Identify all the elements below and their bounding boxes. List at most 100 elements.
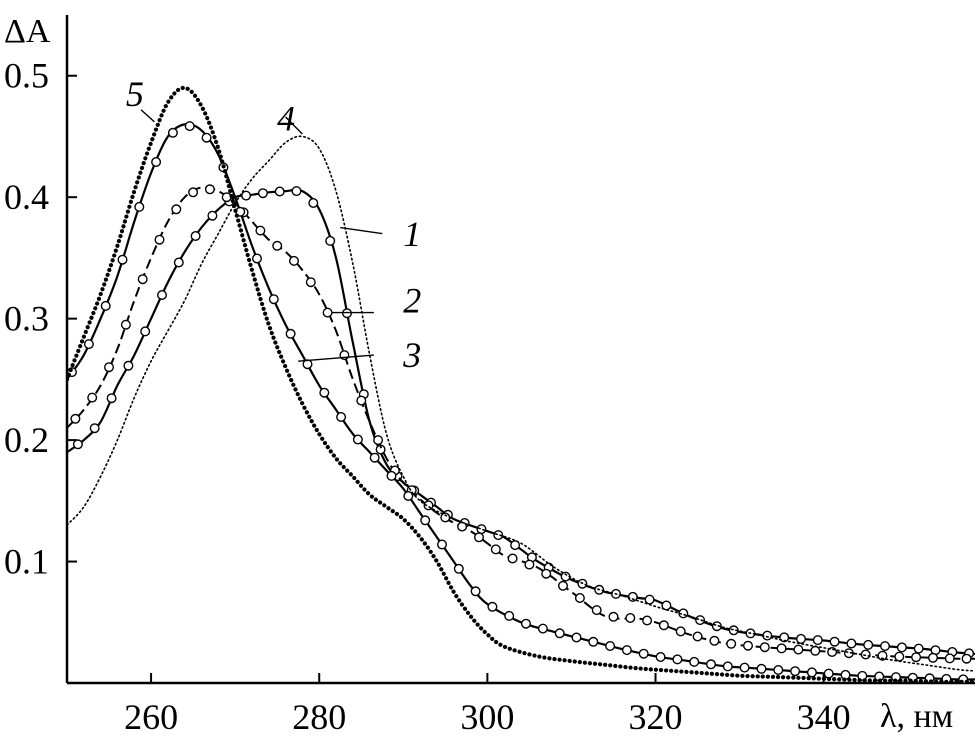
series-1-marker	[274, 186, 285, 197]
x-tick-label: 320	[629, 697, 683, 737]
series-2-marker	[70, 413, 81, 424]
series-2-marker	[894, 651, 905, 662]
series-2-marker	[961, 653, 972, 664]
y-axis-label: ΔA	[4, 13, 51, 50]
series-2-marker	[137, 274, 148, 285]
series-3-marker	[184, 121, 195, 132]
series-3-marker	[487, 601, 498, 612]
series-1-marker	[123, 360, 134, 371]
series-2-marker	[188, 187, 199, 198]
series-3-marker	[588, 636, 599, 647]
series-1-marker	[476, 524, 487, 535]
series-3-marker	[941, 673, 952, 683]
series-2-marker	[860, 649, 871, 660]
series-1-marker	[880, 641, 891, 652]
curve-label-3: 3	[402, 335, 421, 375]
series-2-marker	[541, 568, 552, 579]
series-1-marker	[257, 188, 268, 199]
curve-label-5: 5	[126, 74, 144, 114]
series-1-marker	[695, 615, 706, 626]
series-2	[67, 184, 975, 664]
series-5	[67, 85, 975, 683]
series-3-marker	[621, 645, 632, 656]
series-2-marker	[776, 643, 787, 654]
y-tick-label: 0.1	[4, 542, 49, 582]
x-tick-label: 300	[460, 697, 514, 737]
series-3-marker	[319, 387, 330, 398]
series-1-marker	[510, 540, 521, 551]
axis-ticks: 260 280 300 320 340 0.1 0.2 0.3 0.4 0.5	[4, 56, 851, 737]
series-3-marker	[151, 156, 162, 167]
series-2-marker	[373, 435, 384, 446]
curve-label-4: 4	[277, 98, 295, 138]
leader-line	[285, 116, 303, 135]
series-2-marker	[490, 544, 501, 555]
series-2-marker	[507, 553, 518, 564]
series-layer	[67, 85, 975, 683]
series-3-marker	[386, 470, 397, 481]
series-1-marker	[308, 197, 319, 208]
series-3-marker	[706, 659, 717, 670]
series-2-marker	[87, 392, 98, 403]
series-2-marker	[558, 580, 569, 591]
series-2-marker	[642, 615, 653, 626]
series-3-marker	[554, 628, 565, 639]
curve-label-1: 1	[403, 214, 421, 254]
series-3-marker	[268, 294, 279, 305]
series-3-marker	[756, 663, 767, 674]
x-tick-label: 260	[124, 697, 178, 737]
y-tick-label: 0.2	[4, 420, 49, 460]
series-3-marker	[352, 434, 363, 445]
series-3-line	[67, 122, 975, 681]
series-3-marker	[655, 652, 666, 663]
series-1-marker	[325, 235, 336, 246]
series-2-marker	[743, 640, 754, 651]
x-axis-label: λ, нм	[880, 698, 953, 735]
series-3-marker	[605, 641, 616, 652]
series-3-marker	[806, 667, 817, 678]
y-tick-label: 0.4	[4, 177, 49, 217]
series-3-marker	[437, 539, 448, 550]
series-3-marker	[369, 452, 380, 463]
y-tick-label: 0.5	[4, 56, 49, 96]
series-3-marker	[571, 632, 582, 643]
series-3-marker	[285, 328, 296, 339]
series-3-marker	[117, 254, 128, 265]
series-1-marker	[829, 636, 840, 647]
series-3-marker	[470, 586, 481, 597]
series-3-marker	[453, 563, 464, 574]
series-1-marker	[89, 423, 100, 434]
series-1-marker	[493, 530, 504, 541]
x-tick-label: 280	[292, 697, 346, 737]
series-2-marker	[322, 307, 333, 318]
series-2-marker	[726, 638, 737, 649]
series-1-marker	[291, 186, 302, 197]
series-2-marker	[524, 559, 535, 570]
series-2-marker	[709, 635, 720, 646]
series-1-marker	[812, 635, 823, 646]
series-1-marker	[644, 594, 655, 605]
series-2-marker	[204, 184, 215, 195]
series-1-marker	[896, 642, 907, 653]
series-1-marker	[156, 290, 167, 301]
series-2-marker	[843, 648, 854, 659]
series-2-marker	[171, 204, 182, 215]
series-2-marker	[103, 362, 114, 373]
series-3-marker	[537, 623, 548, 634]
leader-line	[340, 226, 383, 235]
series-3-marker	[790, 666, 801, 677]
series-1-marker	[173, 257, 184, 268]
series-2-marker	[591, 605, 602, 616]
series-3-marker	[689, 656, 700, 667]
series-3-marker	[251, 253, 262, 264]
series-2-marker	[154, 234, 165, 245]
series-3-marker	[504, 610, 515, 621]
series-1-marker	[190, 230, 201, 241]
series-3-marker	[521, 618, 532, 629]
series-3-marker	[420, 515, 431, 526]
leader-line	[140, 109, 155, 123]
series-3-marker	[134, 201, 145, 212]
series-2-marker	[625, 613, 636, 624]
series-4-line	[67, 135, 975, 672]
